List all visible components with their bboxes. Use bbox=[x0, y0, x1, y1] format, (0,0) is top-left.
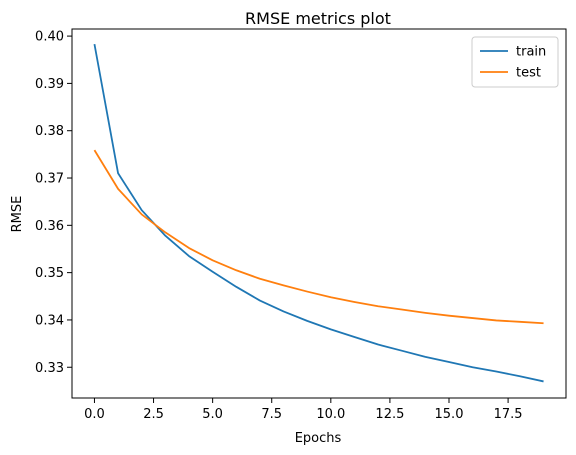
axes-frame bbox=[71, 28, 567, 399]
y-axis-label: RMSE bbox=[10, 196, 25, 233]
x-axis-label: Epochs bbox=[295, 431, 342, 446]
y-tick-label: 0.33 bbox=[35, 361, 64, 376]
y-tick-label: 0.39 bbox=[35, 77, 64, 92]
series-line-train bbox=[93, 43, 544, 383]
chart-title: RMSE metrics plot bbox=[245, 9, 391, 28]
y-tick-label: 0.35 bbox=[35, 266, 64, 281]
y-tick-label: 0.34 bbox=[35, 313, 64, 328]
x-tick-label: 15.0 bbox=[435, 407, 464, 422]
y-tick-label: 0.40 bbox=[35, 30, 64, 45]
x-tick-label: 5.0 bbox=[202, 407, 223, 422]
x-tick-label: 7.5 bbox=[261, 407, 282, 422]
x-tick-label: 17.5 bbox=[494, 407, 523, 422]
x-tick-label: 0.0 bbox=[84, 407, 105, 422]
y-tick-label: 0.36 bbox=[35, 219, 64, 234]
y-tick-label: 0.37 bbox=[35, 172, 64, 187]
legend: train test bbox=[471, 36, 559, 88]
plot-area bbox=[72, 29, 566, 398]
legend-label-test: test bbox=[516, 66, 541, 81]
series-line-test bbox=[93, 149, 544, 325]
x-tick-label: 12.5 bbox=[375, 407, 404, 422]
x-tick-label: 2.5 bbox=[143, 407, 164, 422]
legend-label-train: train bbox=[516, 45, 546, 60]
y-tick-label: 0.38 bbox=[35, 124, 64, 139]
legend-box bbox=[471, 36, 559, 88]
x-tick-label: 10.0 bbox=[316, 407, 345, 422]
